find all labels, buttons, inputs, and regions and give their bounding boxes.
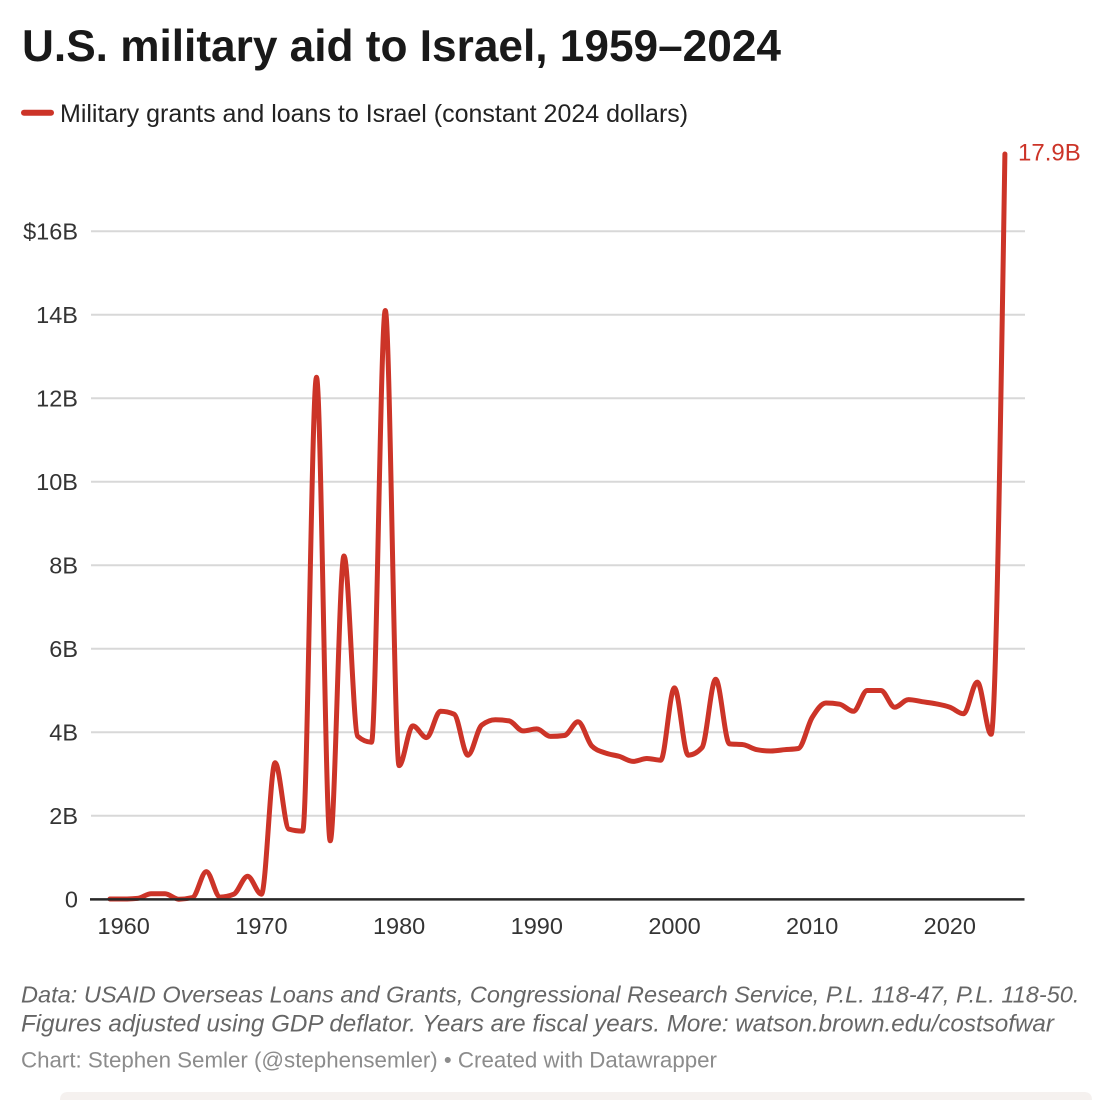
svg-text:14B: 14B [36, 302, 78, 328]
svg-text:6B: 6B [49, 636, 78, 662]
svg-text:Chart: Stephen Semler (@stephe: Chart: Stephen Semler (@stephensemler) •… [21, 1048, 718, 1073]
svg-text:4B: 4B [49, 720, 78, 746]
svg-text:2000: 2000 [648, 913, 700, 939]
svg-text:1960: 1960 [98, 913, 150, 939]
svg-text:1980: 1980 [373, 913, 425, 939]
svg-text:0: 0 [65, 887, 78, 913]
svg-text:Data: USAID Overseas Loans and: Data: USAID Overseas Loans and Grants, C… [21, 982, 1079, 1008]
svg-text:1970: 1970 [235, 913, 287, 939]
svg-text:8B: 8B [49, 553, 78, 579]
svg-text:Figures adjusted using GDP def: Figures adjusted using GDP deflator. Yea… [21, 1010, 1055, 1037]
svg-text:10B: 10B [36, 469, 78, 495]
svg-text:2010: 2010 [786, 913, 838, 939]
svg-text:$16B: $16B [23, 219, 78, 245]
svg-text:2020: 2020 [924, 913, 976, 939]
svg-text:U.S. military aid to Israel, 1: U.S. military aid to Israel, 1959–2024 [22, 22, 781, 71]
svg-text:Military grants and loans to I: Military grants and loans to Israel (con… [60, 100, 688, 128]
svg-text:2B: 2B [49, 803, 78, 829]
svg-text:12B: 12B [36, 386, 78, 412]
svg-text:17.9B: 17.9B [1018, 140, 1081, 167]
svg-text:1990: 1990 [511, 913, 563, 939]
